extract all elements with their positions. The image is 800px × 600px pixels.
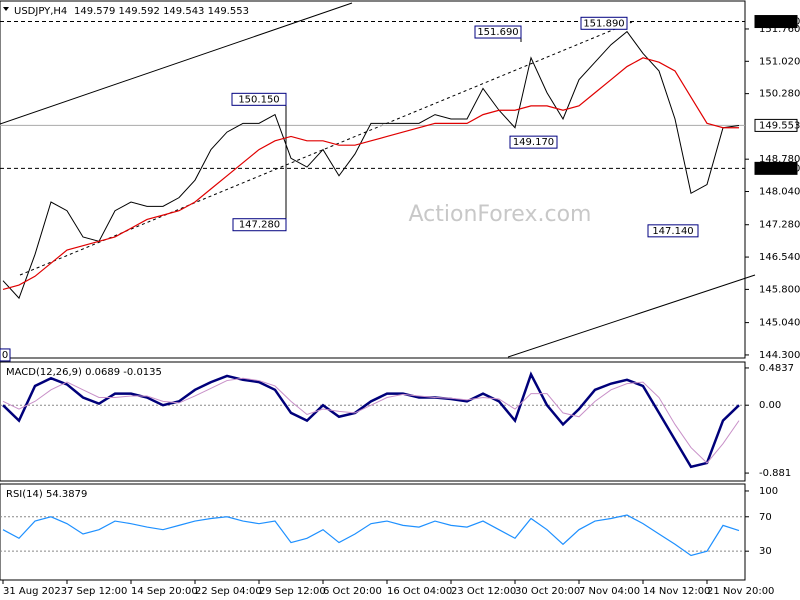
annotation-box (580, 16, 628, 30)
x-tick-label: 30 Oct 20:00 (515, 586, 580, 597)
panel-title: MACD(12,26,9) 0.0689 -0.0135 (6, 367, 162, 378)
level-label: 151.930 (759, 17, 800, 28)
annotation-label: 151.690 (477, 27, 518, 38)
x-tick-label: 29 Sep 12:00 (259, 586, 326, 597)
annotation-box (232, 218, 287, 232)
annotation-label: 147.140 (652, 226, 693, 237)
channel-line (507, 274, 756, 358)
x-tick-label: 6 Oct 20:00 (323, 586, 382, 597)
level-box (754, 118, 798, 132)
x-tick-label: 23 Oct 12:00 (451, 586, 516, 597)
watermark: ActionForex.com (409, 202, 592, 227)
annotation-label: 0 (2, 350, 8, 361)
x-tick-label: 7 Nov 04:00 (579, 586, 640, 597)
panel-frame (0, 0, 746, 359)
level-box (754, 15, 798, 29)
series-line (2, 371, 740, 469)
y-tick-label: -0.881 (759, 468, 791, 479)
annotation-box (474, 25, 522, 39)
y-tick-label: 145.800 (759, 284, 800, 295)
series-line (2, 377, 740, 464)
x-tick-label: 7 Sep 12:00 (67, 586, 127, 597)
y-tick-label: 30 (759, 546, 772, 557)
quote: 149.579 149.592 149.543 149.553 (74, 6, 249, 17)
panel-frame (0, 361, 746, 482)
panel-title: USDJPY,H4 (14, 6, 67, 17)
y-tick-label: 148.040 (759, 187, 800, 198)
y-tick-label: 0.4837 (759, 363, 794, 374)
x-tick-label: 21 Nov 20:00 (707, 586, 774, 597)
y-tick-label: 151.760 (759, 24, 800, 35)
y-tick-label: 144.300 (759, 350, 800, 361)
annotation-label: 151.890 (583, 18, 624, 29)
x-tick-label: 16 Oct 04:00 (387, 586, 452, 597)
x-tick-label: 22 Sep 04:00 (195, 586, 262, 597)
x-tick-label: 14 Sep 20:00 (131, 586, 198, 597)
annotation-label: 150.150 (238, 94, 279, 105)
annotation-box (647, 224, 699, 238)
x-tick-label: 14 Nov 12:00 (643, 586, 710, 597)
y-tick-label: 100 (759, 486, 778, 497)
y-tick-label: 148.780 (759, 154, 800, 165)
series-line (2, 30, 740, 300)
annotation-box (509, 135, 558, 149)
y-tick-label: 70 (759, 512, 772, 523)
y-tick-label: 146.540 (759, 252, 800, 263)
y-tick-label: 145.040 (759, 318, 800, 329)
annotation-box (0, 348, 11, 362)
panel-frame (0, 483, 746, 581)
series-line (2, 57, 739, 290)
y-tick-label: 151.020 (759, 56, 800, 67)
series-line (2, 514, 740, 557)
level-label: 148.570 (759, 163, 800, 174)
x-tick-label: 31 Aug 2023 (3, 586, 67, 597)
annotation-label: 149.170 (513, 137, 554, 148)
annotation-box (231, 92, 287, 106)
level-box (754, 161, 798, 175)
channel-line (0, 2, 353, 125)
y-tick-label: 0.00 (759, 400, 781, 411)
annotation-label: 147.280 (239, 220, 280, 231)
panel-title: RSI(14) 54.3879 (6, 489, 87, 500)
y-tick-label: 150.280 (759, 89, 800, 100)
y-tick-label: 147.280 (759, 220, 800, 231)
menu-arrow (3, 7, 9, 11)
level-label: 149.553 (759, 120, 800, 131)
